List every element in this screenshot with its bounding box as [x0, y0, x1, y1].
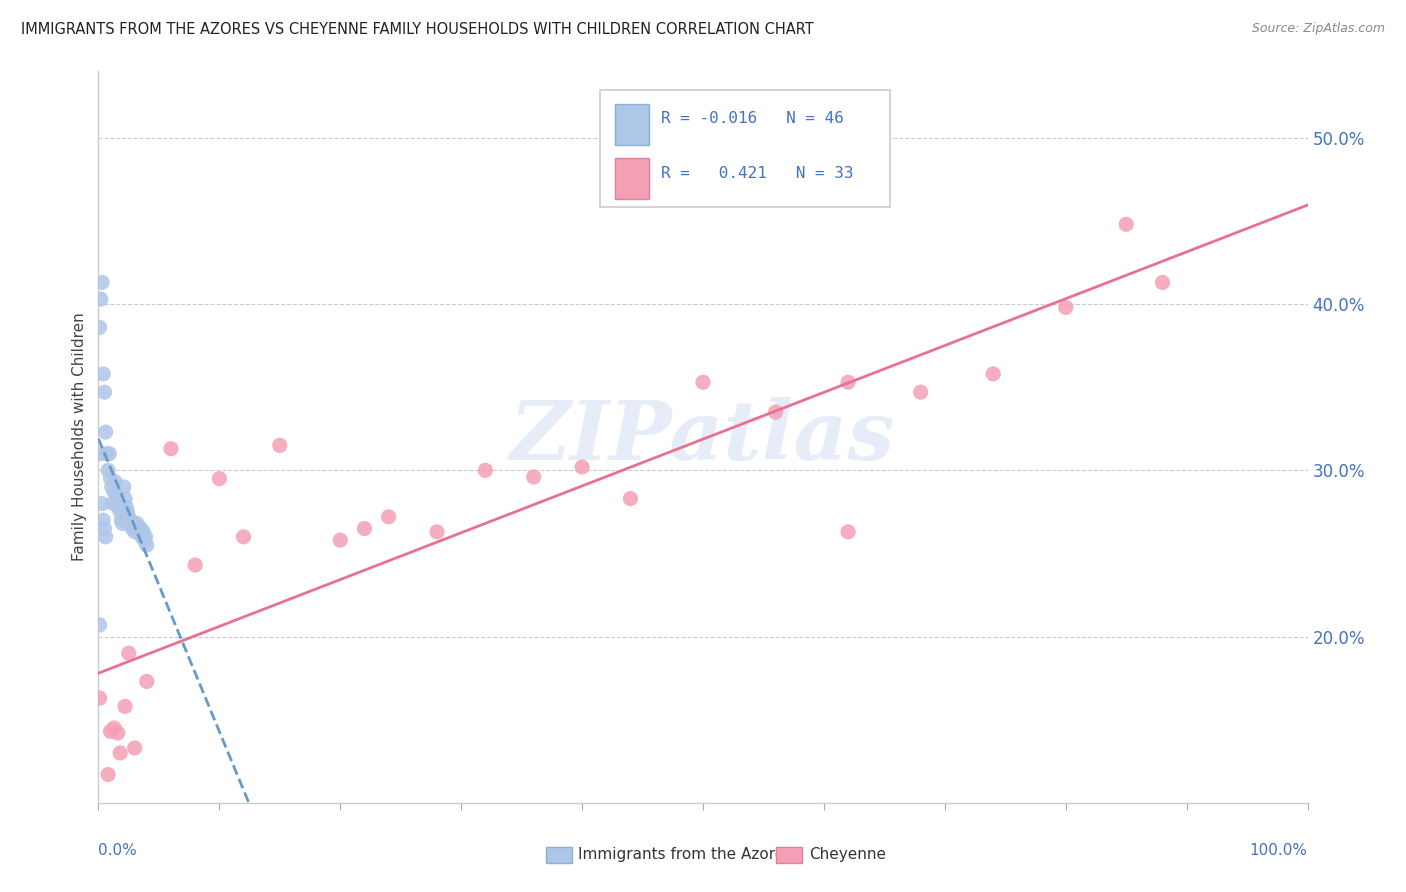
Point — [910, 385, 932, 400]
Point — [208, 472, 231, 486]
Point — [160, 442, 183, 456]
Point — [692, 376, 714, 390]
Point — [103, 721, 125, 735]
Point — [1054, 301, 1077, 315]
Point — [101, 497, 124, 511]
Point — [125, 521, 148, 535]
Point — [134, 533, 156, 548]
Point — [114, 699, 136, 714]
Text: Source: ZipAtlas.com: Source: ZipAtlas.com — [1251, 22, 1385, 36]
Point — [127, 521, 149, 535]
Point — [90, 292, 112, 306]
Point — [93, 804, 115, 818]
Bar — [614, 103, 648, 145]
Point — [97, 463, 120, 477]
Point — [121, 521, 143, 535]
Point — [118, 509, 141, 524]
Point — [103, 485, 125, 500]
Point — [89, 691, 111, 706]
Bar — [614, 159, 648, 200]
Point — [91, 276, 114, 290]
Point — [329, 533, 352, 548]
Point — [93, 521, 115, 535]
Point — [619, 491, 641, 506]
Point — [108, 746, 131, 760]
Point — [127, 516, 149, 531]
Point — [94, 530, 117, 544]
Point — [89, 320, 111, 334]
Text: Cheyenne: Cheyenne — [810, 847, 886, 862]
Point — [114, 491, 136, 506]
Point — [91, 513, 114, 527]
Point — [765, 405, 787, 419]
Point — [91, 497, 114, 511]
Text: IMMIGRANTS FROM THE AZORES VS CHEYENNE FAMILY HOUSEHOLDS WITH CHILDREN CORRELATI: IMMIGRANTS FROM THE AZORES VS CHEYENNE F… — [21, 22, 814, 37]
Point — [118, 646, 141, 660]
Point — [981, 367, 1004, 381]
Point — [115, 500, 138, 514]
FancyBboxPatch shape — [600, 90, 890, 207]
Bar — [546, 847, 572, 863]
Text: ZIPatlas: ZIPatlas — [510, 397, 896, 477]
Point — [131, 530, 153, 544]
Point — [111, 516, 134, 531]
Point — [100, 472, 122, 486]
Point — [128, 526, 150, 541]
Point — [98, 447, 121, 461]
Point — [135, 538, 157, 552]
Point — [91, 367, 114, 381]
Point — [112, 480, 135, 494]
Point — [122, 516, 145, 531]
Point — [184, 558, 207, 573]
Point — [93, 385, 115, 400]
Point — [135, 530, 157, 544]
Point — [117, 505, 139, 519]
Point — [104, 475, 127, 489]
Point — [129, 521, 152, 535]
Point — [837, 524, 859, 539]
Point — [110, 513, 132, 527]
Text: 0.0%: 0.0% — [98, 843, 138, 858]
Point — [94, 425, 117, 439]
Point — [89, 618, 111, 632]
Point — [97, 767, 120, 781]
Point — [353, 521, 375, 535]
Bar — [776, 847, 803, 863]
Text: R = -0.016   N = 46: R = -0.016 N = 46 — [661, 112, 844, 127]
Point — [837, 376, 859, 390]
Point — [96, 447, 118, 461]
Point — [100, 480, 122, 494]
Text: R =   0.421   N = 33: R = 0.421 N = 33 — [661, 166, 853, 181]
Point — [107, 726, 129, 740]
Point — [120, 516, 142, 531]
Text: Immigrants from the Azores: Immigrants from the Azores — [578, 847, 793, 862]
Point — [108, 500, 131, 514]
Point — [105, 488, 128, 502]
Point — [100, 724, 122, 739]
Point — [124, 740, 146, 755]
Point — [1115, 217, 1137, 231]
Point — [426, 524, 449, 539]
Point — [124, 524, 146, 539]
Point — [232, 530, 254, 544]
Point — [135, 674, 157, 689]
Point — [107, 497, 129, 511]
Point — [90, 447, 112, 461]
Point — [108, 505, 131, 519]
Text: 100.0%: 100.0% — [1250, 843, 1308, 858]
Point — [132, 524, 155, 539]
Point — [523, 470, 546, 484]
Point — [269, 438, 291, 452]
Point — [377, 509, 399, 524]
Point — [1152, 276, 1174, 290]
Point — [118, 513, 141, 527]
Point — [474, 463, 496, 477]
Y-axis label: Family Households with Children: Family Households with Children — [72, 313, 87, 561]
Point — [571, 460, 593, 475]
